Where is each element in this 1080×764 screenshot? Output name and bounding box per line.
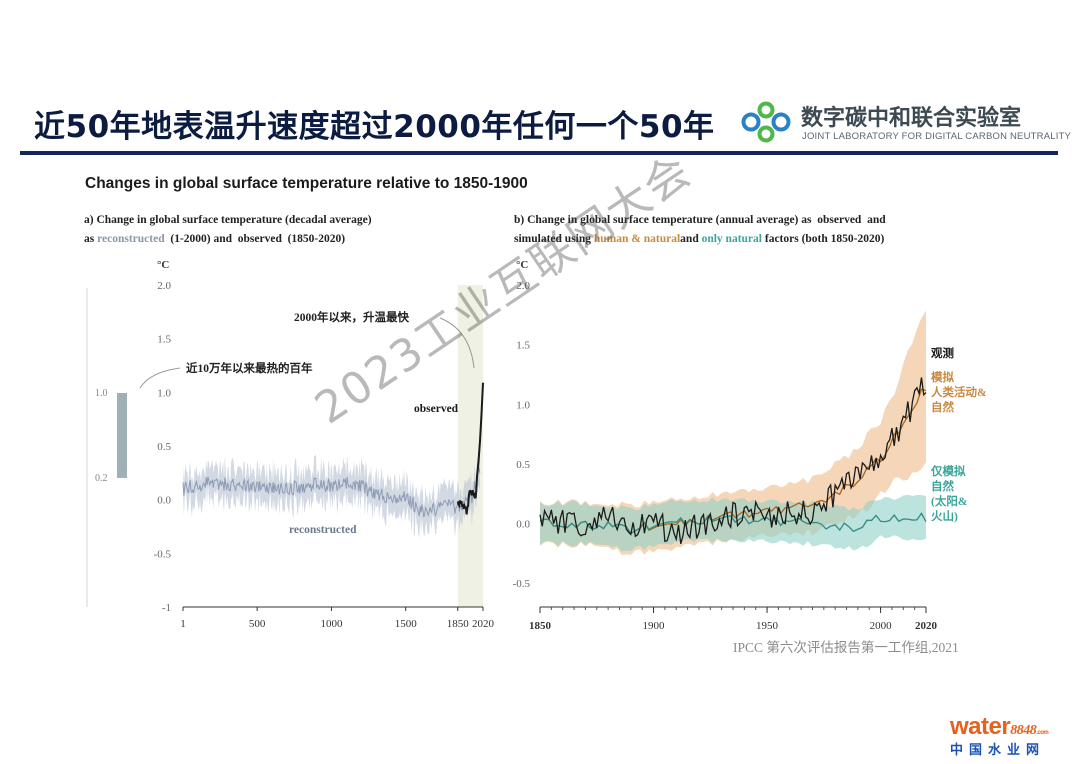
panel-a-x-tick-label: 2020 (472, 618, 495, 630)
panel-b-title-highlight-natural: only natural (701, 233, 762, 245)
panel-a-y-tick-label: 1.0 (157, 387, 171, 399)
title-divider (20, 151, 1058, 155)
panel-a-label-observed: observed (414, 403, 459, 415)
panel-a-x-tick-label: 500 (249, 618, 266, 630)
lab-name-en: JOINT LABORATORY FOR DIGITAL CARBON NEUT… (802, 131, 1072, 142)
panel-b-legend-observed: 观测 (931, 346, 954, 360)
panel-b-natural-line (539, 512, 927, 535)
panel-a-title: a) Change in global surface temperature … (84, 211, 372, 249)
panel-a-annotation-arrow-fastest (439, 317, 475, 369)
panel-b-legend-natural-3: (太阳& (931, 494, 968, 508)
panel-a-inset-top-label: 1.0 (95, 388, 108, 399)
brand-name-zh: 中国水业网 (950, 743, 1046, 758)
panel-b-observed-line (539, 377, 927, 544)
panel-a-inset-bar (117, 393, 127, 478)
panel-a-title-line1: a) Change in global surface temperature … (84, 214, 372, 226)
panel-a-y-tick-label: 1.5 (157, 334, 171, 346)
panel-b-legend-human-3: 自然 (931, 400, 954, 414)
panel-b-y-tick-label: 0.0 (516, 519, 530, 531)
source-credit: IPCC 第六次评估报告第一工作组,2021 (733, 640, 959, 655)
panel-b-legend-natural-2: 自然 (931, 479, 954, 493)
panel-b-human-natural-band (540, 310, 926, 556)
panel-b-title-pre: simulated using (514, 233, 594, 245)
panel-a-title-line2: as reconstructed (1-2000) and observed (… (84, 230, 372, 249)
panel-a-y-tick-label: -0.5 (154, 548, 172, 560)
panel-a-annotation-fastest-warming: 2000年以来，升温最快 (294, 310, 409, 324)
brand-logo: water8848.com 中国水业网 (950, 713, 1050, 758)
panel-b-x-tick-label: 1900 (643, 620, 666, 632)
panel-b-x-tick-label: 1850 (529, 620, 552, 632)
panel-a-label-reconstructed: reconstructed (289, 524, 357, 536)
panel-a-x-tick-label: 1850 (447, 618, 470, 630)
panel-b-y-tick-label: 0.5 (516, 459, 530, 471)
panel-b-y-unit: °C (516, 259, 528, 271)
panel-a-y-tick-label: -1 (162, 602, 171, 614)
panel-a-y-unit: °C (157, 259, 169, 271)
panel-a-reconstructed-line (182, 466, 481, 518)
brand-wordmark: water8848.com (950, 713, 1050, 741)
panel-b-title-line1: b) Change in global surface temperature … (514, 214, 886, 226)
lab-logo: 数字碳中和联合实验室 JOINT LABORATORY FOR DIGITAL … (739, 98, 1071, 146)
lab-name-zh: 数字碳中和联合实验室 (801, 106, 1022, 131)
panel-a-annotation-arrow-hottest (139, 367, 181, 389)
panel-b-title-post: factors (both 1850-2020) (761, 233, 885, 245)
panel-a-title-post: (1-2000) and observed (1850-2020) (164, 233, 346, 245)
panel-b-x-tick-label: 1950 (756, 620, 779, 632)
panel-a-inset-bottom-label: 0.2 (95, 473, 108, 484)
brand-suffix: .com (1036, 730, 1049, 736)
panel-b-title: b) Change in global surface temperature … (514, 211, 886, 249)
panel-a-reconstructed-band (183, 446, 480, 539)
figure-title: Changes in global surface temperature re… (85, 175, 528, 192)
panel-a-y-tick-label: 2.0 (157, 280, 171, 292)
panel-b-legend-human-1: 模拟 (931, 370, 954, 384)
panel-a-title-pre: as (84, 233, 98, 245)
panel-b-legend-natural-1: 仅模拟 (930, 464, 966, 478)
brand-prefix: water (950, 713, 1011, 740)
panel-b-y-tick-label: -0.5 (513, 578, 531, 590)
page-title: 近50年地表温升速度超过2000年任何一个50年 (34, 109, 715, 145)
panel-b-y-tick-label: 1.5 (516, 340, 530, 352)
panel-b-x-tick-label: 2000 (870, 620, 893, 632)
panel-a-title-highlight: reconstructed (97, 233, 165, 245)
panel-a-x-tick-label: 1 (180, 618, 186, 630)
panel-b-legend-natural-4: 火山) (931, 509, 958, 523)
panel-b-title-mid: and (680, 233, 702, 245)
panel-a-y-tick-label: 0.5 (157, 441, 171, 453)
panel-a-x-tick-label: 1500 (395, 618, 418, 630)
panel-b-y-tick-label: 1.0 (516, 399, 530, 411)
panel-a-x-tick-label: 1000 (320, 618, 343, 630)
panel-b-y-tick-label: 2.0 (516, 280, 530, 292)
panel-a-annotation-hottest-century: 近10万年以来最热的百年 (186, 361, 313, 375)
panel-b-natural-band (540, 494, 926, 552)
panel-b-x-tick-label: 2020 (915, 620, 938, 632)
panel-a-observed-line (456, 382, 484, 515)
panel-b-title-line2: simulated using human & naturaland only … (514, 230, 886, 249)
lab-logo-icon (741, 101, 791, 143)
panel-b-legend-human-2: 人类活动& (931, 385, 987, 399)
panel-b-title-highlight-human: human & natural (593, 233, 681, 245)
panel-a-y-tick-label: 0.0 (157, 495, 171, 507)
brand-digits: 8848 (1010, 723, 1037, 738)
